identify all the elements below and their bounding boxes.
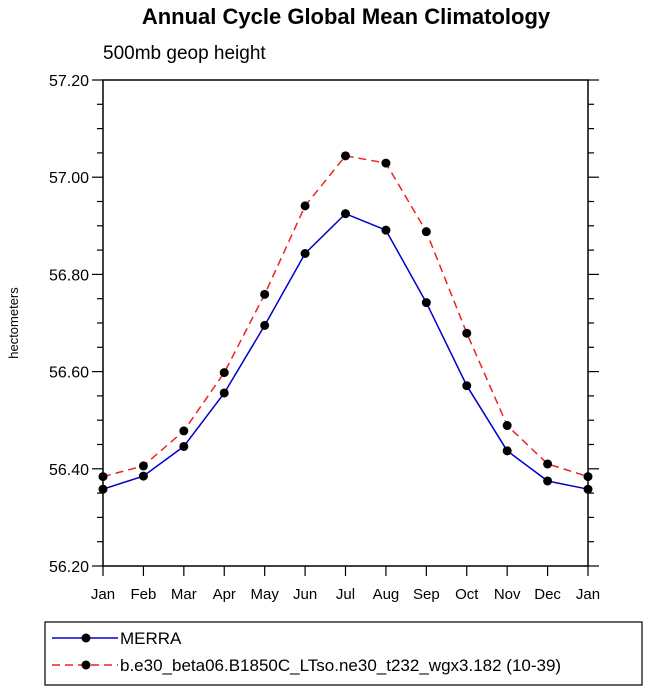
series-0-point — [179, 441, 189, 451]
series-1-point — [543, 459, 553, 469]
series-1-point — [381, 158, 391, 168]
tick-marks — [92, 79, 599, 576]
x-tick-labels: Jan Feb Mar Apr May Jun Jul Aug Sep Oct Nov Dec Jan — [91, 586, 600, 603]
series-1-point — [502, 421, 512, 431]
x-tick-label: Aug — [373, 586, 400, 603]
series-0-point — [502, 446, 512, 456]
series-0-point — [341, 209, 350, 219]
plot-frame — [102, 79, 589, 567]
series-group — [98, 151, 593, 494]
series-1-point — [462, 328, 472, 338]
series-1-point — [260, 289, 270, 299]
x-tick-label: Feb — [130, 586, 156, 603]
x-tick-label: Oct — [455, 586, 479, 603]
x-tick-label: Jun — [293, 586, 317, 603]
y-axis-label: hectometers — [6, 287, 21, 359]
x-tick-label: Mar — [171, 586, 197, 603]
series-line-1 — [102, 154, 589, 478]
y-tick-label: 57.20 — [49, 73, 89, 90]
x-tick-label: Dec — [534, 586, 561, 603]
series-0-point — [381, 225, 391, 235]
legend: MERRA b.e30_beta06.B1850C_LTso.ne30_t232… — [44, 621, 643, 686]
x-tick-label: Nov — [494, 586, 521, 603]
legend-box — [44, 621, 643, 686]
series-0-point — [462, 381, 472, 391]
series-0-point — [300, 249, 310, 259]
series-1-point — [179, 426, 189, 436]
legend-label-model: b.e30_beta06.B1850C_LTso.ne30_t232_wgx3.… — [120, 656, 561, 675]
x-tick-label: Jul — [336, 586, 355, 603]
series-0-point — [543, 476, 553, 486]
series-0-point — [138, 471, 148, 481]
series-1-point — [341, 151, 350, 161]
legend-marker-merra — [81, 633, 91, 643]
series-1-point — [421, 227, 431, 237]
series-1-point — [300, 201, 310, 211]
series-1-point — [138, 461, 148, 471]
x-tick-label: Apr — [213, 586, 236, 603]
x-tick-label: Jan — [576, 586, 600, 603]
legend-marker-model — [81, 660, 91, 670]
y-tick-label: 56.60 — [49, 365, 89, 382]
series-0-point — [260, 320, 270, 330]
y-tick-labels: 56.20 56.40 56.60 56.80 57.00 57.20 — [49, 73, 89, 576]
y-tick-label: 56.80 — [49, 267, 89, 284]
y-tick-label: 57.00 — [49, 170, 89, 187]
series-line-0 — [102, 212, 589, 490]
series-0-point — [421, 298, 431, 308]
chart-title: Annual Cycle Global Mean Climatology — [142, 4, 551, 29]
series-0-point — [219, 388, 229, 398]
chart-subtitle: 500mb geop height — [103, 43, 266, 64]
y-tick-label: 56.20 — [49, 559, 89, 576]
y-tick-label: 56.40 — [49, 462, 89, 479]
legend-label-merra: MERRA — [120, 629, 182, 648]
series-1-point — [219, 368, 229, 378]
x-tick-label: Sep — [413, 586, 440, 603]
x-tick-label: May — [250, 586, 279, 603]
x-tick-label: Jan — [91, 586, 115, 603]
